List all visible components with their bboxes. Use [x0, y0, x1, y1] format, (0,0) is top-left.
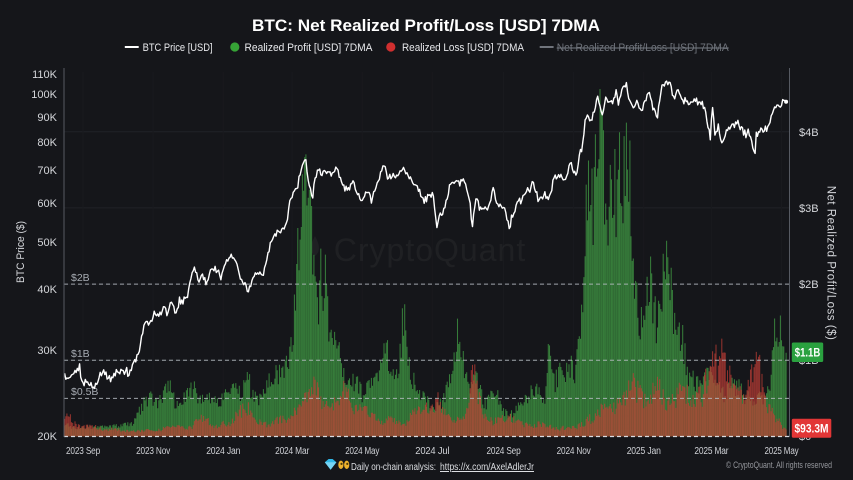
svg-text:2025 May: 2025 May — [765, 446, 799, 457]
svg-text:2024 Sep: 2024 Sep — [487, 446, 522, 457]
svg-text:$1.1B: $1.1B — [795, 348, 821, 360]
svg-text:2024 Mar: 2024 Mar — [275, 446, 310, 457]
svg-text:$1B: $1B — [71, 348, 90, 360]
svg-text:100K: 100K — [31, 89, 57, 101]
svg-text:© CryptoQuant. All rights rese: © CryptoQuant. All rights reserved — [726, 460, 832, 471]
svg-text:90K: 90K — [37, 112, 57, 124]
svg-text:BTC Price [USD]: BTC Price [USD] — [143, 42, 213, 54]
svg-text:Net Realized Profit/Loss [USD]: Net Realized Profit/Loss [USD] 7DMA — [557, 42, 730, 54]
svg-text:2025 Jan: 2025 Jan — [627, 446, 661, 457]
svg-text:BTC Price ($): BTC Price ($) — [15, 221, 27, 283]
svg-text:60K: 60K — [37, 198, 57, 210]
svg-text:2024 Jul: 2024 Jul — [415, 446, 449, 457]
svg-text:70K: 70K — [37, 165, 57, 177]
svg-text:2024 Jan: 2024 Jan — [206, 446, 240, 457]
svg-text:$4B: $4B — [799, 127, 819, 139]
svg-text:$2B: $2B — [71, 272, 90, 284]
svg-text:$2B: $2B — [799, 279, 819, 291]
svg-text:Realized Profit [USD] 7DMA: Realized Profit [USD] 7DMA — [245, 42, 374, 54]
svg-text:Realized Loss [USD] 7DMA: Realized Loss [USD] 7DMA — [402, 42, 525, 54]
svg-text:2023 Nov: 2023 Nov — [136, 446, 170, 457]
svg-text:80K: 80K — [37, 137, 57, 149]
svg-text:$3B: $3B — [799, 203, 819, 215]
svg-text:40K: 40K — [37, 284, 57, 296]
svg-text:30K: 30K — [37, 345, 57, 357]
svg-text:Daily on-chain analysis:: Daily on-chain analysis: — [351, 462, 436, 473]
svg-text:2023 Sep: 2023 Sep — [66, 446, 101, 457]
svg-text:20K: 20K — [37, 431, 57, 443]
svg-text:CryptoQuant: CryptoQuant — [334, 232, 526, 268]
svg-text:BTC: Net Realized Profit/Loss: BTC: Net Realized Profit/Loss [USD] 7DMA — [252, 17, 600, 35]
svg-text:110K: 110K — [32, 69, 58, 81]
svg-text:Net Realized Profit/Loss ($): Net Realized Profit/Loss ($) — [825, 186, 837, 341]
svg-text:2024 May: 2024 May — [345, 446, 379, 457]
svg-text:2025 Mar: 2025 Mar — [694, 446, 729, 457]
svg-text:50K: 50K — [37, 237, 57, 249]
svg-text:https://x.com/AxelAdlerJr: https://x.com/AxelAdlerJr — [440, 462, 535, 473]
svg-text:$93.3M: $93.3M — [795, 424, 829, 436]
svg-text:2024 Nov: 2024 Nov — [557, 446, 591, 457]
svg-text:$0.5B: $0.5B — [71, 386, 98, 398]
